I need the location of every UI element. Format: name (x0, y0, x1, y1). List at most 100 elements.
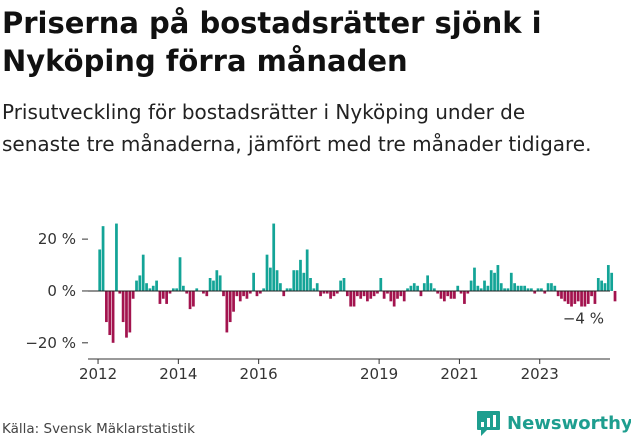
bar (372, 290, 376, 297)
bar (606, 265, 610, 291)
bar (546, 283, 550, 291)
bar (529, 288, 533, 291)
bar (292, 270, 296, 291)
bar (178, 257, 182, 291)
bar (255, 290, 259, 297)
bar (228, 290, 232, 323)
bar (138, 275, 142, 291)
x-tick-label: 2021 (440, 365, 478, 383)
bar (596, 278, 600, 291)
bar (349, 290, 353, 307)
bar (171, 288, 175, 291)
bar (305, 249, 309, 291)
bar (208, 278, 212, 291)
x-axis-ticks: 2012 2014 2016 2019 2021 2023 (79, 359, 559, 383)
bar (235, 290, 239, 297)
bar (416, 285, 419, 291)
bar (389, 290, 393, 302)
bar (396, 290, 399, 299)
bar (476, 285, 480, 291)
bar (135, 280, 138, 291)
bar (392, 290, 396, 307)
bar (98, 249, 102, 291)
bar (519, 285, 523, 291)
bar (118, 290, 122, 294)
bar (449, 290, 453, 299)
bar (436, 290, 440, 294)
bar (469, 280, 473, 291)
bar (456, 285, 460, 291)
y-tick-label: 0 % (47, 282, 76, 300)
bar (523, 285, 527, 291)
bar (161, 290, 165, 299)
bar (242, 290, 245, 297)
bar (302, 272, 306, 291)
x-tick-label: 2014 (159, 365, 197, 383)
bar (295, 270, 299, 291)
bar (289, 288, 292, 291)
bar (399, 290, 403, 297)
bar (426, 275, 429, 291)
bar (248, 290, 252, 294)
bar (486, 285, 490, 291)
bar (225, 290, 229, 333)
x-tick-label: 2012 (79, 365, 117, 383)
bar (272, 223, 276, 291)
brand-logo: Newsworthy (476, 408, 631, 438)
bar (175, 288, 179, 291)
bar (506, 288, 510, 291)
bar (422, 283, 426, 291)
bar (432, 288, 436, 291)
bar (245, 290, 249, 299)
bar (496, 265, 500, 291)
bar (563, 290, 567, 302)
bar (268, 267, 272, 291)
bar (101, 226, 105, 291)
bar (406, 288, 409, 291)
bar (355, 290, 359, 297)
bar (312, 288, 316, 291)
bar (105, 290, 108, 323)
newsworthy-logo-icon (477, 410, 500, 436)
bar (359, 290, 363, 299)
y-tick-label: −20 % (25, 334, 76, 352)
bar-series (98, 223, 617, 343)
bar (332, 290, 336, 297)
bar (540, 288, 543, 291)
bar (238, 290, 242, 302)
bar (285, 288, 289, 291)
bar (466, 290, 470, 294)
bar-chart: 20 % 0 % −20 % 2012 2014 2016 2019 2021 2023 −4… (25, 223, 617, 383)
x-tick-label: 2019 (360, 365, 398, 383)
bar (553, 285, 557, 291)
bar (141, 254, 145, 291)
bar (265, 254, 269, 291)
bar (419, 290, 423, 297)
bar (309, 278, 312, 291)
bar (168, 290, 172, 294)
bar (335, 290, 339, 294)
bar (412, 283, 416, 291)
bar (489, 270, 493, 291)
bar (499, 283, 503, 291)
bar (145, 283, 148, 291)
bar (573, 290, 577, 304)
bar (212, 280, 215, 291)
bar (325, 290, 329, 294)
bar (232, 290, 235, 312)
bar (362, 290, 366, 297)
bar (513, 283, 516, 291)
bar (352, 290, 356, 307)
bar (345, 290, 349, 297)
chart-subtitle: Prisutveckling för bostadsrätter i Nyköp… (2, 100, 592, 156)
bar (319, 290, 322, 297)
bar (329, 290, 332, 299)
bar (339, 280, 342, 291)
bar (576, 290, 580, 302)
bar (566, 290, 570, 304)
bar (195, 288, 199, 291)
last-value-annotation: −4 % (563, 309, 604, 327)
bar (479, 288, 483, 291)
bar (583, 290, 587, 307)
bar (556, 290, 560, 297)
